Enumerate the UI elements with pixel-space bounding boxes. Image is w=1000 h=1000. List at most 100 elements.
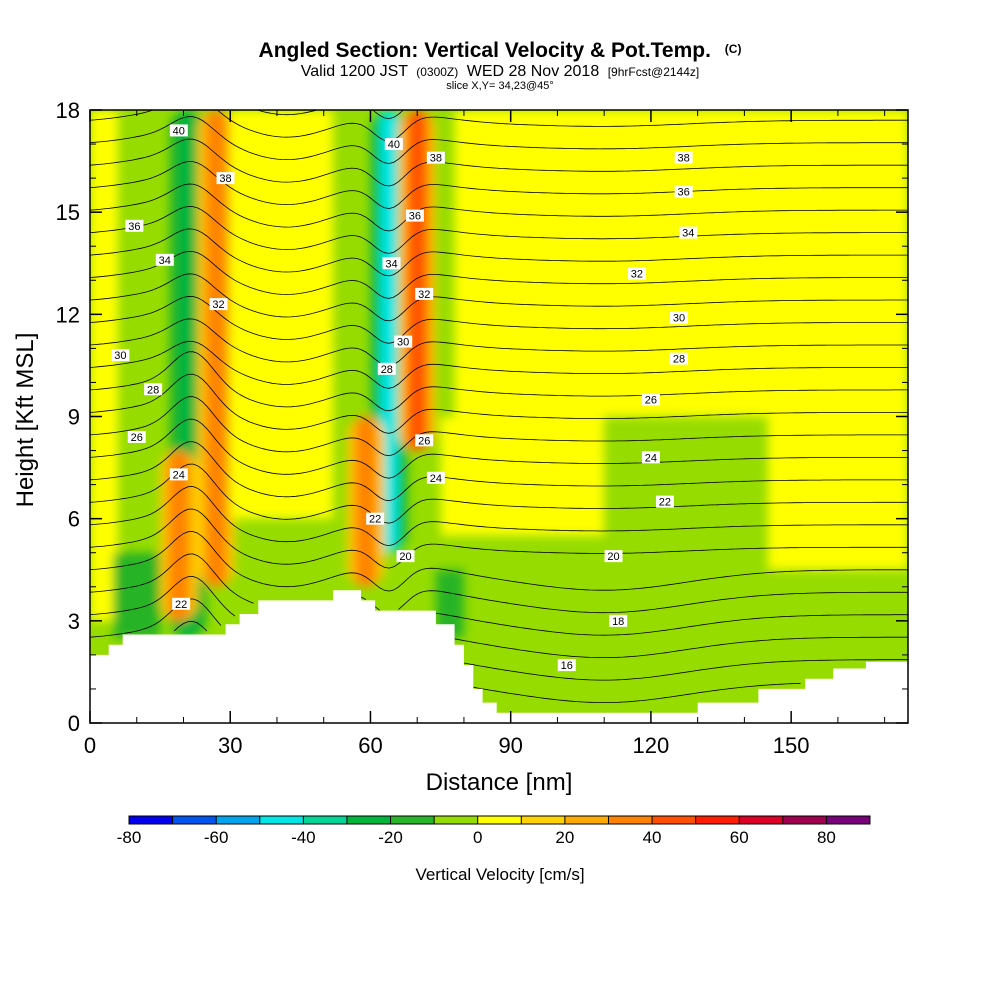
colorbar-segment	[739, 816, 784, 824]
w-broad-zone	[440, 416, 605, 536]
isentrope-labels: 16 18 20 22 24 26 28 30 32 34 36 38 40 22 24 26 28 30 32 34…	[111, 124, 698, 672]
isentrope-label-bg	[604, 550, 623, 563]
isentrope-label: 22	[655, 495, 674, 509]
isentrope-label-bg	[674, 185, 693, 198]
isentrope-label-bg	[405, 209, 424, 222]
isentrope-label: 36	[125, 219, 144, 233]
colorbar-label: Vertical Velocity [cm/s]	[415, 865, 584, 884]
isentrope-label: 22	[366, 512, 385, 526]
isentrope-label-bg	[377, 362, 396, 375]
isentrope-label: 38	[216, 172, 235, 185]
isentrope-label-text: 32	[418, 289, 430, 301]
colorbar-segment	[521, 816, 566, 824]
isentrope-line	[90, 206, 908, 254]
colorbar-segment	[434, 816, 479, 824]
isentrope-label-bg	[609, 614, 628, 627]
x-axis-label: Distance [nm]	[426, 769, 573, 796]
isentrope-label: 38	[426, 151, 445, 165]
isentrope-label-text: 36	[678, 187, 690, 199]
isentrope-label-text: 26	[418, 435, 430, 447]
colorbar-tick-label: -20	[378, 828, 403, 847]
isentrope-label-bg	[127, 430, 146, 443]
isentrope-label-text: 38	[430, 153, 442, 165]
isentrope-label-bg	[641, 451, 660, 464]
isentrope-label: 24	[426, 471, 445, 485]
isentrope-line	[90, 116, 908, 164]
isentrope-line	[90, 508, 908, 569]
isentrope-line	[90, 418, 908, 479]
isentrope-label-text: 28	[673, 354, 685, 366]
isentrope-label-bg	[415, 434, 434, 447]
w-broad-zone	[113, 552, 161, 638]
isentrope-label-bg	[655, 495, 674, 508]
isentrope-line	[90, 110, 908, 142]
isentrope-label-bg	[426, 471, 445, 484]
y-tick-label: 3	[68, 609, 80, 634]
w-feature-band	[409, 110, 425, 451]
colorbar-segment	[390, 816, 435, 824]
isentrope-line	[90, 351, 908, 412]
colorbar: -80 -60 -40 -20 0 20 40 60 80	[117, 815, 871, 847]
isentrope-label-bg	[155, 253, 174, 266]
isentrope-label-bg	[111, 349, 130, 362]
w-feature-band	[357, 416, 375, 587]
isentrope-line	[90, 396, 908, 457]
isentrope-label-bg	[169, 468, 188, 481]
isentrope-contours	[90, 110, 908, 703]
isentrope-label-text: 34	[682, 228, 694, 240]
isentrope-label-bg	[169, 124, 188, 137]
isentrope-label-text: 22	[369, 514, 381, 526]
chart-title-badge: (C)	[725, 42, 742, 56]
subtitle-forecast: [9hrFcst@2144z]	[608, 65, 700, 79]
isentrope-label-text: 30	[114, 350, 126, 362]
chart-title-text: Angled Section: Vertical Velocity & Pot.…	[259, 39, 711, 62]
isentrope-label-bg	[669, 352, 688, 365]
colorbar-segment	[608, 816, 653, 824]
colorbar-tick-label: -80	[117, 828, 142, 847]
y-axis-label: Height [Kft MSL]	[12, 333, 39, 508]
isentrope-line	[90, 295, 908, 344]
isentrope-label-bg	[426, 151, 445, 164]
isentrope-label-text: 28	[147, 384, 159, 396]
x-tick-label: 60	[358, 733, 382, 758]
y-tick-label: 9	[68, 405, 80, 430]
colorbar-segment	[259, 816, 304, 824]
isentrope-line	[90, 161, 908, 209]
isentrope-label-text: 30	[397, 337, 409, 349]
isentrope-label-bg	[557, 659, 576, 672]
isentrope-line	[173, 620, 908, 681]
isentrope-line	[90, 598, 908, 658]
isentrope-label-bg	[394, 335, 413, 348]
subtitle-zulu: (0300Z)	[416, 65, 458, 79]
isentrope-label: 28	[669, 352, 688, 366]
isentrope-label: 18	[609, 614, 628, 628]
isentrope-line	[90, 441, 908, 502]
w-broad-zone	[767, 416, 908, 570]
isentrope-label-bg	[366, 512, 385, 525]
isentrope-label-text: 40	[173, 125, 185, 137]
isentrope-label-bg	[669, 311, 688, 324]
plot-area: 16 18 20 22 24 26 28 30 32 34 36 38 40 22 24 26 28 30 32 34…	[90, 110, 908, 723]
isentrope-label: 38	[674, 151, 693, 165]
isentrope-label-bg	[641, 393, 660, 406]
isentrope-label: 26	[127, 430, 146, 444]
chart-subtitle: Valid 1200 JST (0300Z) WED 28 Nov 2018 […	[301, 63, 700, 80]
isentrope-label: 20	[604, 550, 623, 563]
isentrope-label: 32	[209, 298, 228, 311]
colorbar-segment	[303, 816, 348, 824]
isentrope-label: 40	[384, 138, 403, 151]
isentrope-label-bg	[216, 172, 235, 185]
colorbar-segment	[782, 816, 827, 824]
isentrope-line	[473, 682, 801, 703]
isentrope-label-text: 18	[612, 616, 624, 628]
isentrope-line	[90, 575, 908, 636]
isentrope-label-text: 34	[159, 255, 171, 267]
y-tick-label: 6	[68, 507, 80, 532]
y-tick-label: 18	[56, 98, 80, 123]
terrain	[90, 590, 908, 723]
isentrope-label-bg	[674, 151, 693, 164]
colorbar-segment	[564, 816, 609, 824]
isentrope-line	[90, 463, 908, 524]
